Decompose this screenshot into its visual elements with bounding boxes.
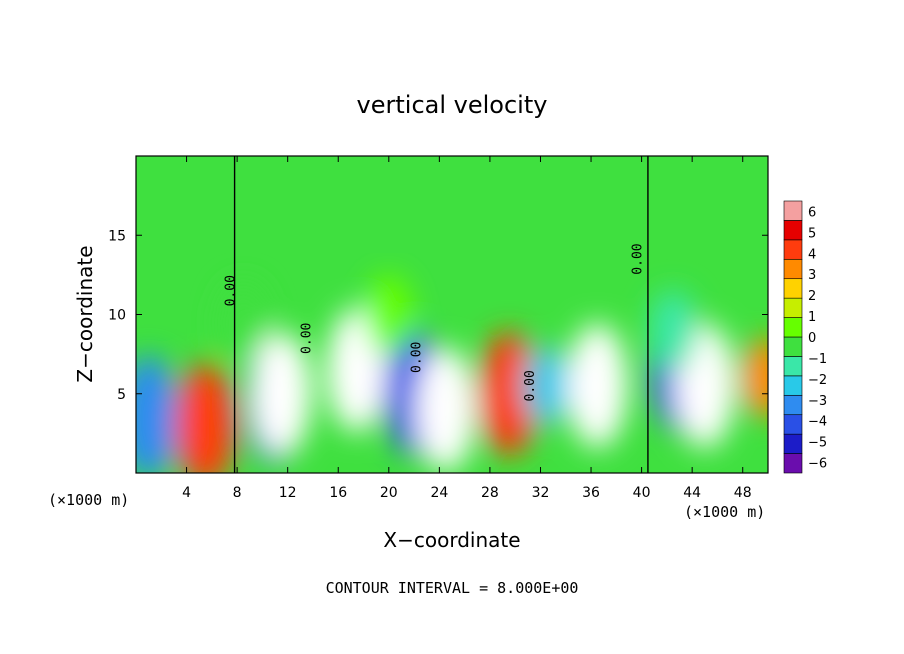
y-tick-label-15: 15 [108,228,126,244]
contour-label-5: 0.00 [631,243,646,274]
colorbar-swatch-4 [783,394,803,416]
contour-interval-note: CONTOUR INTERVAL = 8.000E+00 [326,579,579,597]
velocity-core-7 [429,375,463,444]
velocity-cell-9 [522,345,571,426]
colorbar-label-3: 4 [808,247,816,262]
x-tick-label-12: 12 [279,485,297,501]
y-axis-label: Z−coordinate [73,245,97,382]
colorbar-label-7: 0 [808,331,816,346]
x-axis-label: X−coordinate [383,528,520,552]
x-tick-label-32: 32 [532,485,550,501]
colorbar-swatch-6 [783,356,803,377]
contour-label-4: 0.00 [523,370,538,401]
y-tick-label-10: 10 [108,308,126,324]
colorbar-swatch-11 [783,258,803,280]
velocity-cell-2 [175,363,236,473]
colorbar-swatch-9 [783,297,803,318]
plot-area: 0.00 0.00 0.00 0.00 0.00 [136,156,768,473]
contour-label-2: 0.00 [299,323,314,354]
velocity-core-12 [688,351,722,420]
colorbar-label-2: 5 [808,226,816,241]
colorbar-swatch-10 [783,278,803,299]
colorbar-label-5: 2 [808,289,816,304]
velocity-cell-16 [219,282,268,363]
velocity-cell-8 [478,331,539,456]
x-tick-label-36: 36 [582,485,600,501]
x-tick-label-48: 48 [734,485,752,501]
colorbar-swatch-3 [783,414,803,435]
x-axis: 4 8 12 16 20 24 28 32 36 40 44 48 [182,156,752,501]
x-tick-label-8: 8 [233,485,242,501]
velocity-cell-13 [741,337,768,418]
colorbar-label-9: −2 [808,373,827,388]
colorbar-label-6: 1 [808,310,816,325]
velocity-cell-1 [136,355,179,473]
colorbar-label-4: 3 [808,268,816,283]
x-unit-label-right: (×1000 m) [684,503,765,521]
velocity-cell-14 [364,274,413,355]
contour-label-1: 0.00 [224,275,239,306]
velocity-core-4 [264,359,298,428]
velocity-cell-15 [649,290,698,371]
velocity-core-5 [340,335,374,405]
colorbar-swatch-1 [783,453,803,474]
y-axis: 5 10 15 [108,228,768,403]
velocity-core-10 [580,351,614,420]
colorbar-swatch-13 [783,220,803,241]
x-tick-label-20: 20 [380,485,398,501]
colorbar-swatch-7 [783,336,803,357]
contour-lines: 0.00 0.00 0.00 0.00 0.00 [224,156,649,473]
x-tick-label-16: 16 [329,485,347,501]
x-tick-label-24: 24 [430,485,448,501]
colorbar-label-12: −5 [808,436,827,451]
chart-title: vertical velocity [357,91,548,119]
x-tick-label-44: 44 [683,485,701,501]
colorbar-swatch-5 [783,375,803,396]
velocity-field [136,274,768,473]
x-tick-label-40: 40 [633,485,651,501]
y-tick-label-5: 5 [117,387,126,403]
x-tick-label-28: 28 [481,485,499,501]
colorbar-label-8: −1 [808,352,827,367]
colorbar-label-11: −4 [808,415,827,430]
colorbar-swatch-8 [783,317,803,338]
colorbar-swatch-2 [783,433,803,454]
colorbar-label-1: 6 [808,205,816,220]
colorbar-swatch-14 [783,200,803,221]
colorbar-label-13: −6 [808,457,827,472]
contour-label-3: 0.00 [409,342,424,373]
x-unit-label-left: (×1000 m) [48,491,129,509]
x-tick-label-4: 4 [182,485,191,501]
colorbar: 6 5 4 3 2 1 0 −1 −2 −3 −4 −5 −6 [783,200,827,474]
colorbar-swatch-12 [783,239,803,260]
colorbar-label-10: −3 [808,394,827,409]
